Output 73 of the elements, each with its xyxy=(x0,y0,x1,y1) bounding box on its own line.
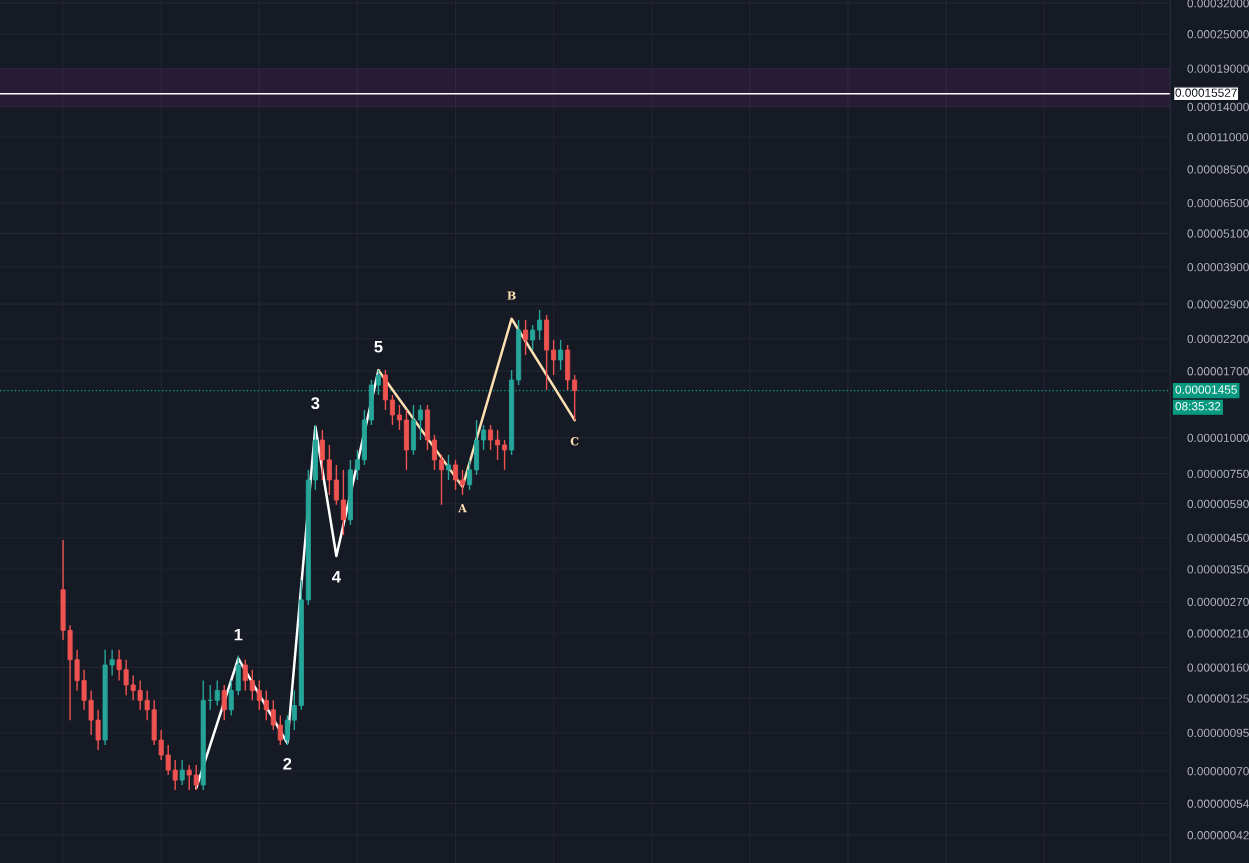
candlestick xyxy=(291,689,297,731)
ref-line-label: 0.00001455 xyxy=(1175,385,1237,394)
candlestick xyxy=(438,454,445,506)
y-tick-label: 0.00000125 xyxy=(1187,694,1249,703)
y-tick-label: 0.00032000 xyxy=(1187,0,1249,8)
candlestick xyxy=(452,459,459,491)
annotation: 5 xyxy=(374,340,383,353)
annotation: B xyxy=(507,291,516,300)
text: 08:35:32 xyxy=(1175,402,1221,411)
candlestick xyxy=(340,469,346,536)
candlestick xyxy=(558,339,564,371)
ref-line-label: 0.00015527 xyxy=(1175,88,1237,97)
y-tick-label: 0.00000270 xyxy=(1187,597,1249,607)
candlestick xyxy=(326,444,332,496)
candlestick xyxy=(467,459,473,491)
y-tick-label: 0.00005100 xyxy=(1187,229,1249,238)
candlestick xyxy=(242,659,248,692)
y-tick-label: 0.00011000 xyxy=(1187,133,1249,142)
candlestick xyxy=(537,309,543,341)
candlestick xyxy=(270,699,276,731)
candlestick xyxy=(277,714,283,746)
y-tick-label: 0.00002200 xyxy=(1187,334,1249,344)
candlestick xyxy=(354,449,360,481)
candlestick xyxy=(530,324,536,351)
candlestick xyxy=(551,339,557,376)
annotation: 3 xyxy=(311,397,320,410)
candlestick xyxy=(396,404,402,431)
candlestick xyxy=(495,429,501,461)
candlestick xyxy=(179,759,185,786)
y-tick-label: 0.00025000 xyxy=(1187,30,1249,39)
candlestick xyxy=(481,424,487,451)
candlestick xyxy=(488,424,494,451)
candlestick xyxy=(214,679,220,707)
y-tick-label: 0.00001000 xyxy=(1187,433,1249,442)
candlestick xyxy=(333,464,339,506)
candlestick xyxy=(389,394,395,426)
annotation: 4 xyxy=(332,571,341,583)
candlestick xyxy=(319,429,325,481)
candlestick xyxy=(523,319,529,356)
candlestick xyxy=(284,714,290,746)
y-tick-label: 0.00019000 xyxy=(1187,64,1249,73)
y-tick-label: 0.00000350 xyxy=(1187,565,1249,574)
candlestick xyxy=(572,374,578,421)
candlestick xyxy=(445,454,452,481)
y-tick-label: 0.00000160 xyxy=(1187,663,1249,672)
y-tick-label: 0.00000095 xyxy=(1187,728,1249,738)
candlestick xyxy=(263,689,269,721)
y-tick-label: 0.00008500 xyxy=(1187,165,1249,174)
y-tick-label: 0.00000590 xyxy=(1187,499,1249,509)
candlestick xyxy=(256,679,262,711)
y-tick-label: 0.00000042 xyxy=(1187,831,1249,840)
y-tick-label: 0.00002900 xyxy=(1187,300,1249,309)
y-tick-label: 0.00006500 xyxy=(1187,198,1249,208)
annotation: 1 xyxy=(234,628,243,641)
y-tick-label: 0.00000070 xyxy=(1187,767,1249,776)
candlestick xyxy=(375,369,381,396)
y-tick-label: 0.00000210 xyxy=(1187,629,1249,638)
annotation: 2 xyxy=(283,757,292,770)
y-tick-label: 0.00000054 xyxy=(1187,799,1249,808)
candlestick xyxy=(417,404,423,441)
annotation: C xyxy=(570,437,579,446)
candlestick xyxy=(502,439,508,471)
annotation: A xyxy=(458,504,467,513)
y-tick-label: 0.00000450 xyxy=(1187,533,1249,543)
y-tick-label: 0.00003900 xyxy=(1187,263,1249,272)
candlestick xyxy=(249,669,255,702)
y-tick-label: 0.00000750 xyxy=(1187,469,1249,479)
candlestick xyxy=(228,679,234,717)
y-tick-label: 0.00001700 xyxy=(1187,367,1249,376)
y-tick-label: 0.00014000 xyxy=(1187,102,1249,112)
candlestick xyxy=(221,684,227,721)
candlestick xyxy=(460,469,466,496)
candlestick xyxy=(431,434,438,471)
